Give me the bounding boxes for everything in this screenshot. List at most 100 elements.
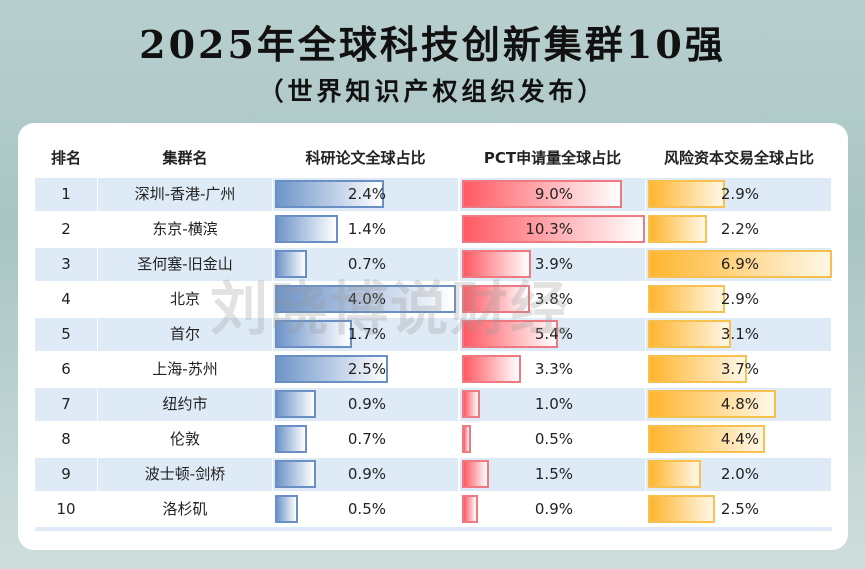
header-papers: 科研论文全球占比 bbox=[305, 149, 426, 167]
papers-cell: 2.5% bbox=[273, 353, 458, 386]
vc-bar bbox=[648, 425, 766, 453]
vc-cell: 2.5% bbox=[646, 493, 831, 526]
table-row: 10 洛杉矶 0.5% 0.9% 2.5% bbox=[35, 492, 832, 527]
rank-cell: 6 bbox=[61, 360, 71, 378]
cluster-name-cell: 东京-横滨 bbox=[152, 220, 218, 238]
rank-cell: 5 bbox=[35, 318, 97, 351]
pct-value: 1.0% bbox=[534, 395, 573, 413]
header-vc: 风险资本交易全球占比 bbox=[663, 149, 814, 167]
page-subtitle: （世界知识产权组织发布） bbox=[258, 77, 607, 106]
table-row: 7 纽约市 0.9% 1.0% 4.8% bbox=[35, 387, 832, 422]
rank-cell: 4 bbox=[61, 290, 71, 308]
vc-value: 2.2% bbox=[720, 220, 759, 238]
papers-value: 2.4% bbox=[347, 185, 386, 203]
vc-value: 6.9% bbox=[720, 255, 759, 273]
pct-bar bbox=[462, 355, 521, 383]
pct-value: 0.5% bbox=[534, 430, 573, 448]
papers-value: 0.5% bbox=[347, 500, 386, 518]
papers-bar bbox=[275, 285, 456, 313]
papers-value: 1.7% bbox=[347, 325, 386, 343]
pct-cell: 3.9% bbox=[460, 248, 645, 281]
cluster-name-cell: 圣何塞-旧金山 bbox=[98, 248, 272, 281]
table-row: 4 北京 4.0% 3.8% 2.9% bbox=[35, 282, 832, 317]
table-row: 1 深圳-香港-广州 2.4% 9.0% 2.9% bbox=[35, 177, 832, 212]
vc-value: 2.0% bbox=[720, 465, 759, 483]
table-row: 8 伦敦 0.7% 0.5% 4.4% bbox=[35, 422, 832, 457]
papers-cell: 0.7% bbox=[273, 423, 458, 456]
pct-bar bbox=[462, 460, 489, 488]
rank-cell: 2 bbox=[61, 220, 71, 238]
vc-bar bbox=[648, 285, 726, 313]
pct-value: 3.8% bbox=[534, 290, 573, 308]
pct-bar bbox=[462, 180, 622, 208]
pct-bar bbox=[462, 390, 480, 418]
vc-value: 4.8% bbox=[720, 395, 759, 413]
papers-cell: 0.9% bbox=[273, 388, 458, 421]
papers-value: 0.9% bbox=[347, 465, 386, 483]
papers-value: 0.9% bbox=[347, 395, 386, 413]
page-title: 2025年全球科技创新集群10强 bbox=[139, 22, 726, 67]
vc-value: 2.9% bbox=[720, 185, 759, 203]
pct-value: 3.3% bbox=[534, 360, 573, 378]
vc-value: 4.4% bbox=[720, 430, 759, 448]
vc-cell: 2.2% bbox=[646, 213, 831, 246]
cluster-name-cell: 首尔 bbox=[98, 318, 272, 351]
papers-cell: 2.4% bbox=[273, 178, 458, 211]
pct-value: 0.9% bbox=[534, 500, 573, 518]
pct-value: 9.0% bbox=[534, 185, 573, 203]
table-row: 6 上海-苏州 2.5% 3.3% 3.7% bbox=[35, 352, 832, 387]
cluster-name-cell: 北京 bbox=[169, 290, 200, 308]
vc-value: 2.5% bbox=[720, 500, 759, 518]
vc-cell: 3.1% bbox=[646, 318, 831, 351]
papers-cell: 0.5% bbox=[273, 493, 458, 526]
pct-cell: 9.0% bbox=[460, 178, 645, 211]
table-row: 5 首尔 1.7% 5.4% 3.1% bbox=[35, 317, 832, 352]
vc-bar bbox=[648, 180, 726, 208]
vc-bar bbox=[648, 250, 832, 278]
vc-bar bbox=[648, 495, 715, 523]
papers-bar bbox=[275, 460, 316, 488]
papers-cell: 1.7% bbox=[273, 318, 458, 351]
vc-cell: 2.9% bbox=[646, 178, 831, 211]
pct-bar bbox=[462, 215, 645, 243]
vc-bar bbox=[648, 390, 776, 418]
papers-bar bbox=[275, 180, 384, 208]
papers-bar bbox=[275, 320, 352, 348]
vc-cell: 2.9% bbox=[646, 283, 831, 316]
rank-cell: 9 bbox=[35, 458, 97, 491]
pct-value: 1.5% bbox=[534, 465, 573, 483]
header-name: 集群名 bbox=[162, 149, 208, 167]
cluster-name-cell: 波士顿-剑桥 bbox=[98, 458, 272, 491]
rank-cell: 10 bbox=[56, 500, 76, 518]
vc-bar bbox=[648, 320, 731, 348]
papers-value: 4.0% bbox=[347, 290, 386, 308]
papers-value: 1.4% bbox=[347, 220, 386, 238]
rank-cell: 7 bbox=[35, 388, 97, 421]
pct-cell: 1.5% bbox=[460, 458, 645, 491]
cluster-name-cell: 深圳-香港-广州 bbox=[98, 178, 272, 211]
header-rank: 排名 bbox=[50, 149, 81, 167]
vc-bar bbox=[648, 215, 707, 243]
cluster-name-cell: 洛杉矶 bbox=[162, 500, 208, 518]
rank-cell: 3 bbox=[35, 248, 97, 281]
table-row: 9 波士顿-剑桥 0.9% 1.5% 2.0% bbox=[35, 457, 832, 492]
pct-cell: 10.3% bbox=[460, 213, 645, 246]
table-row: 3 圣何塞-旧金山 0.7% 3.9% 6.9% bbox=[35, 247, 832, 282]
papers-cell: 0.9% bbox=[273, 458, 458, 491]
pct-cell: 0.5% bbox=[460, 423, 645, 456]
pct-bar bbox=[462, 250, 532, 278]
papers-value: 0.7% bbox=[347, 255, 386, 273]
pct-cell: 3.8% bbox=[460, 283, 645, 316]
papers-value: 0.7% bbox=[347, 430, 386, 448]
pct-bar bbox=[462, 495, 478, 523]
papers-bar bbox=[275, 425, 307, 453]
pct-bar bbox=[462, 320, 558, 348]
papers-bar bbox=[275, 215, 339, 243]
pct-value: 5.4% bbox=[534, 325, 573, 343]
vc-cell: 3.7% bbox=[646, 353, 831, 386]
vc-cell: 2.0% bbox=[646, 458, 831, 491]
papers-bar bbox=[275, 355, 389, 383]
papers-bar bbox=[275, 390, 316, 418]
pct-cell: 3.3% bbox=[460, 353, 645, 386]
vc-cell: 6.9% bbox=[646, 248, 832, 281]
